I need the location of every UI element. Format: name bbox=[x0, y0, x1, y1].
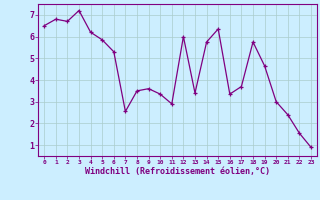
X-axis label: Windchill (Refroidissement éolien,°C): Windchill (Refroidissement éolien,°C) bbox=[85, 167, 270, 176]
